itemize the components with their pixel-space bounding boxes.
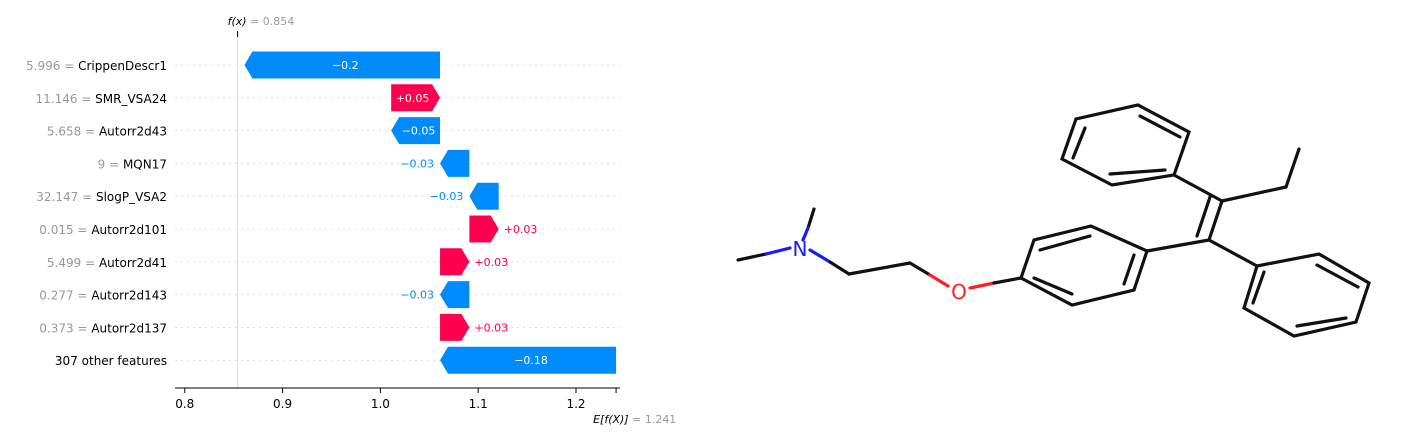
x-tick-label: 0.9 (273, 397, 292, 411)
x-tick-label: 1.0 (371, 397, 390, 411)
bond (928, 273, 950, 288)
feature-label: 32.147 = SlogP_VSA2 (36, 190, 167, 204)
x-tick-label: 1.2 (566, 397, 585, 411)
feature-label: 5.499 = Autorr2d41 (47, 256, 167, 270)
bond (1295, 316, 1348, 328)
bond (968, 281, 996, 290)
x-tick-label: 0.8 (175, 397, 194, 411)
bond (1060, 103, 1191, 187)
bond (801, 226, 810, 242)
waterfall-bar (440, 248, 470, 276)
bond (1242, 252, 1371, 338)
bond (828, 260, 851, 276)
waterfall-bar (469, 182, 499, 210)
bar-value-label: −0.03 (400, 157, 434, 170)
feature-label: 307 other features (55, 354, 167, 368)
bar-value-label: −0.05 (402, 125, 436, 138)
bar-value-label: −0.2 (332, 59, 359, 72)
bar-value-label: +0.03 (474, 321, 508, 334)
bond (1315, 263, 1360, 289)
bond (806, 207, 816, 230)
feature-label: 5.996 = CrippenDescr1 (26, 59, 167, 73)
bond (1251, 270, 1266, 305)
feature-label: 11.146 = SMR_VSA24 (35, 92, 167, 106)
waterfall-bar (440, 149, 470, 177)
nitrogen-atom-label: N (793, 237, 808, 261)
bond (1207, 238, 1259, 268)
bond (992, 276, 1023, 285)
waterfall-bar (391, 117, 441, 145)
bar-value-label: −0.03 (400, 289, 434, 302)
bond (1220, 185, 1288, 203)
bond (1207, 199, 1224, 242)
bond (1032, 276, 1074, 296)
bar-value-label: −0.18 (514, 354, 548, 367)
bond (1122, 253, 1136, 286)
molecule-structure: N O (736, 103, 1371, 338)
bond (908, 261, 932, 277)
bond (1145, 238, 1211, 253)
feature-label: 5.658 = Autorr2d43 (47, 125, 167, 139)
oxygen-atom-label: O (951, 280, 967, 304)
shap-waterfall-chart: f(x) = 0.854 −0.2 5.996 = CrippenDescr1 +0.… (26, 15, 676, 426)
bond (1071, 126, 1087, 160)
feature-label: 0.015 = Autorr2d101 (39, 223, 167, 237)
bar-value-label: −0.03 (430, 190, 464, 203)
bond (1172, 173, 1224, 203)
fx-label: f(x) = 0.854 (228, 15, 295, 28)
waterfall-bar (440, 313, 470, 341)
feature-label: 9 = MQN17 (98, 157, 167, 171)
molecule-bonds (736, 103, 1371, 338)
waterfall-bar (391, 84, 441, 112)
bond (1108, 168, 1167, 176)
bond (1138, 114, 1182, 139)
bond (1195, 195, 1212, 238)
bond (1038, 234, 1092, 252)
bond (1284, 147, 1301, 189)
bar-value-label: +0.03 (474, 256, 508, 269)
bar-value-label: +0.03 (504, 223, 538, 236)
bond (736, 252, 768, 262)
feature-label: 0.277 = Autorr2d143 (39, 289, 167, 303)
x-tick-label: 1.1 (469, 397, 488, 411)
bond (764, 246, 792, 256)
bar-value-label: +0.05 (396, 92, 430, 105)
feature-label: 0.373 = Autorr2d137 (39, 321, 167, 335)
waterfall-bar (469, 215, 499, 243)
ex-label: E[f(X)] = 1.241 (593, 413, 676, 426)
waterfall-bar (244, 51, 441, 79)
bond (847, 261, 912, 276)
waterfall-bar (440, 281, 470, 309)
bond (808, 248, 832, 264)
waterfall-bar (440, 346, 617, 374)
